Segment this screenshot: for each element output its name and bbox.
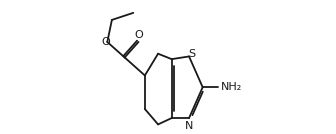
Text: O: O xyxy=(101,37,110,47)
Text: N: N xyxy=(185,121,193,131)
Text: O: O xyxy=(134,30,143,40)
Text: S: S xyxy=(188,49,195,59)
Text: NH₂: NH₂ xyxy=(221,82,242,92)
